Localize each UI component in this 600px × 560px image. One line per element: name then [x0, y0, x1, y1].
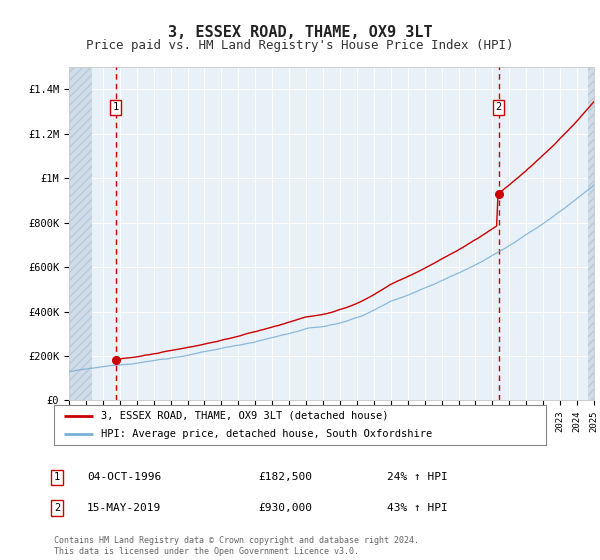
- Text: Contains HM Land Registry data © Crown copyright and database right 2024.
This d: Contains HM Land Registry data © Crown c…: [54, 536, 419, 556]
- Text: 2: 2: [54, 503, 60, 513]
- Text: £182,500: £182,500: [258, 472, 312, 482]
- Text: Price paid vs. HM Land Registry's House Price Index (HPI): Price paid vs. HM Land Registry's House …: [86, 39, 514, 52]
- Text: 43% ↑ HPI: 43% ↑ HPI: [387, 503, 448, 513]
- Bar: [69, 67, 92, 400]
- Text: 3, ESSEX ROAD, THAME, OX9 3LT (detached house): 3, ESSEX ROAD, THAME, OX9 3LT (detached …: [101, 411, 388, 421]
- Text: 04-OCT-1996: 04-OCT-1996: [87, 472, 161, 482]
- Text: 3, ESSEX ROAD, THAME, OX9 3LT: 3, ESSEX ROAD, THAME, OX9 3LT: [167, 25, 433, 40]
- Text: 1: 1: [54, 472, 60, 482]
- Text: 1: 1: [112, 102, 119, 112]
- Text: 15-MAY-2019: 15-MAY-2019: [87, 503, 161, 513]
- Text: 24% ↑ HPI: 24% ↑ HPI: [387, 472, 448, 482]
- Text: HPI: Average price, detached house, South Oxfordshire: HPI: Average price, detached house, Sout…: [101, 430, 432, 439]
- Bar: [588, 67, 596, 400]
- Text: 2: 2: [496, 102, 502, 112]
- Text: £930,000: £930,000: [258, 503, 312, 513]
